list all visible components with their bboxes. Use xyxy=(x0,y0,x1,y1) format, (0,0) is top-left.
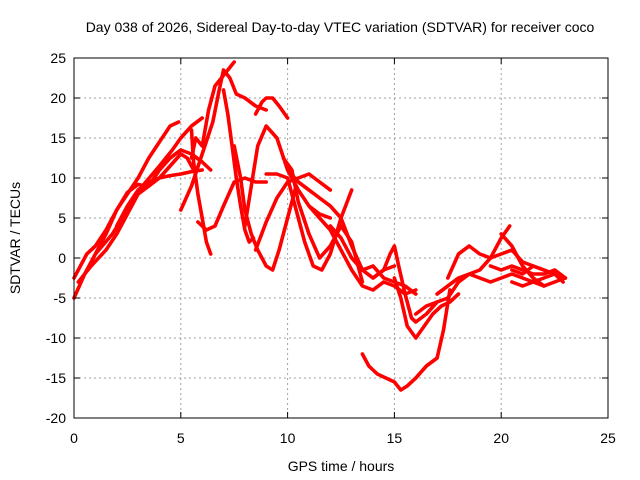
series-pass-24 xyxy=(413,224,512,316)
x-tick-labels: 0 5 10 15 20 25 xyxy=(70,430,616,446)
series-pass-09 xyxy=(189,128,213,256)
series-pass-02 xyxy=(72,120,181,300)
y-tick-label: -5 xyxy=(54,290,67,306)
series-pass-11 xyxy=(221,88,256,244)
y-tick-label: 20 xyxy=(50,90,66,106)
x-tick-label: 20 xyxy=(493,430,509,446)
x-tick-label: 5 xyxy=(177,430,185,446)
series-pass-25 xyxy=(435,272,546,296)
series-pass-03 xyxy=(76,152,196,284)
y-tick-label: 0 xyxy=(58,250,66,266)
y-tick-label: -10 xyxy=(46,330,66,346)
x-tick-label: 10 xyxy=(280,430,296,446)
series-pass-21 xyxy=(360,244,439,324)
x-tick-label: 15 xyxy=(387,430,403,446)
series-pass-12 xyxy=(232,144,298,272)
series-pass-05 xyxy=(114,168,204,228)
y-tick-label: -20 xyxy=(46,410,66,426)
plot-frame xyxy=(73,57,609,419)
series-pass-30 xyxy=(510,264,565,284)
series-pass-28 xyxy=(499,232,568,288)
series-pass-23 xyxy=(392,276,461,340)
x-tick-label: 25 xyxy=(600,430,616,446)
series-pass-10 xyxy=(196,176,269,232)
chart-title: Day 038 of 2026, Sidereal Day-to-day VTE… xyxy=(86,19,595,35)
series-pass-07 xyxy=(179,68,269,212)
series-layer xyxy=(72,60,568,392)
axis-ticks xyxy=(73,57,609,419)
y-axis-title: SDTVAR / TECUs xyxy=(7,182,23,294)
x-axis-title: GPS time / hours xyxy=(288,458,395,474)
y-tick-label: 10 xyxy=(50,170,66,186)
y-tick-label: 5 xyxy=(58,210,66,226)
series-pass-06 xyxy=(147,148,213,188)
y-tick-label: 25 xyxy=(50,50,66,66)
series-pass-14 xyxy=(253,96,290,120)
x-tick-label: 0 xyxy=(70,430,78,446)
series-pass-22 xyxy=(360,288,452,392)
y-tick-label: 15 xyxy=(50,130,66,146)
y-tick-labels: 25 20 15 10 5 0 -5 -10 -15 -20 xyxy=(46,50,66,426)
series-pass-08 xyxy=(189,60,236,160)
y-tick-label: -15 xyxy=(46,370,66,386)
